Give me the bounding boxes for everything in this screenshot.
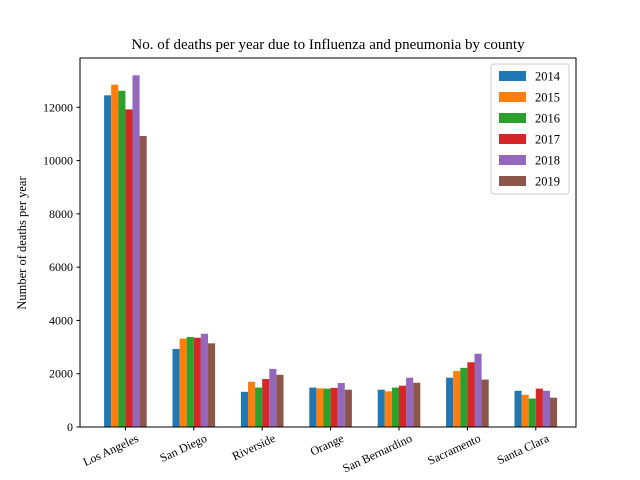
legend-swatch-2018 bbox=[499, 155, 526, 165]
x-tick-label: San Diego bbox=[158, 431, 210, 465]
bar-2016-0 bbox=[118, 90, 126, 428]
bar-2018-0 bbox=[132, 75, 140, 427]
legend-swatch-2019 bbox=[499, 176, 526, 186]
legend-label-2018: 2018 bbox=[535, 154, 560, 168]
bar-2018-6 bbox=[542, 390, 550, 427]
bar-2017-4 bbox=[399, 385, 407, 427]
bar-2018-5 bbox=[474, 353, 482, 427]
x-tick-label: Riverside bbox=[230, 431, 278, 463]
legend-swatch-2015 bbox=[499, 92, 526, 102]
legend-swatch-2014 bbox=[499, 71, 526, 81]
bar-2018-3 bbox=[337, 383, 345, 427]
bar-2018-4 bbox=[406, 377, 414, 427]
plot-frame bbox=[79, 57, 577, 428]
bar-2016-2 bbox=[255, 387, 263, 427]
bar-2015-2 bbox=[248, 381, 256, 427]
bar-2017-1 bbox=[193, 337, 201, 427]
bar-2019-5 bbox=[481, 379, 489, 427]
bar-2019-6 bbox=[550, 397, 558, 427]
legend-label-2017: 2017 bbox=[535, 133, 560, 147]
y-tick-label: 10000 bbox=[43, 154, 73, 168]
y-axis-label: Number of deaths per year bbox=[15, 176, 29, 310]
bar-2015-4 bbox=[384, 391, 392, 427]
bar-2016-1 bbox=[186, 336, 194, 427]
y-tick-label: 8000 bbox=[49, 207, 73, 221]
bar-2016-6 bbox=[528, 398, 536, 427]
bar-2014-1 bbox=[172, 348, 180, 427]
legend-swatch-2017 bbox=[499, 134, 526, 144]
legend: 2014 2015 2016 2017 2018 2019 bbox=[490, 63, 570, 195]
chart-title: No. of deaths per year due to Influenza … bbox=[131, 37, 525, 53]
bar-2015-0 bbox=[111, 84, 119, 427]
bar-2014-6 bbox=[514, 390, 522, 427]
bar-2019-2 bbox=[276, 374, 284, 427]
y-tick-label: 2000 bbox=[49, 367, 73, 381]
bar-2017-3 bbox=[330, 387, 338, 427]
legend-label-2014: 2014 bbox=[535, 70, 561, 84]
bar-2017-6 bbox=[535, 388, 543, 427]
y-axis: 0 2000 4000 6000 8000 10000 12000 bbox=[43, 100, 80, 434]
bars-group bbox=[104, 75, 558, 428]
bar-2015-6 bbox=[521, 394, 529, 427]
x-tick-label: San Bernardino bbox=[340, 431, 414, 475]
legend-swatch-2016 bbox=[499, 113, 526, 123]
legend-label-2015: 2015 bbox=[535, 91, 560, 105]
legend-label-2019: 2019 bbox=[535, 175, 560, 189]
bar-2018-2 bbox=[269, 368, 277, 427]
bar-2015-5 bbox=[453, 371, 461, 427]
bar-2016-4 bbox=[391, 387, 399, 427]
bar-2017-5 bbox=[467, 362, 475, 427]
bar-2017-2 bbox=[262, 379, 270, 427]
bar-2019-4 bbox=[413, 382, 421, 427]
y-tick-label: 0 bbox=[67, 420, 73, 434]
y-tick-label: 6000 bbox=[49, 260, 73, 274]
bar-2014-2 bbox=[240, 391, 248, 427]
bar-2019-0 bbox=[139, 136, 147, 427]
y-tick-label: 12000 bbox=[43, 100, 73, 114]
x-tick-label: Sacramento bbox=[425, 431, 482, 468]
bar-2014-3 bbox=[309, 387, 317, 427]
bar-2015-1 bbox=[179, 338, 187, 427]
x-tick-label: Santa Clara bbox=[495, 431, 552, 467]
bar-2016-3 bbox=[323, 388, 331, 427]
bar-2019-3 bbox=[344, 389, 352, 427]
x-tick-label: Los Angeles bbox=[81, 431, 141, 469]
y-tick-label: 4000 bbox=[49, 313, 73, 327]
bar-2014-4 bbox=[377, 389, 385, 427]
bar-2015-3 bbox=[316, 388, 324, 427]
x-tick-label: Orange bbox=[308, 431, 346, 459]
legend-label-2016: 2016 bbox=[535, 112, 560, 126]
bar-2014-0 bbox=[104, 95, 112, 428]
bar-2016-5 bbox=[460, 367, 468, 427]
bar-2019-1 bbox=[208, 343, 216, 427]
bar-2017-0 bbox=[125, 109, 133, 428]
bar-2014-5 bbox=[446, 377, 454, 427]
bar-2018-1 bbox=[200, 333, 208, 427]
